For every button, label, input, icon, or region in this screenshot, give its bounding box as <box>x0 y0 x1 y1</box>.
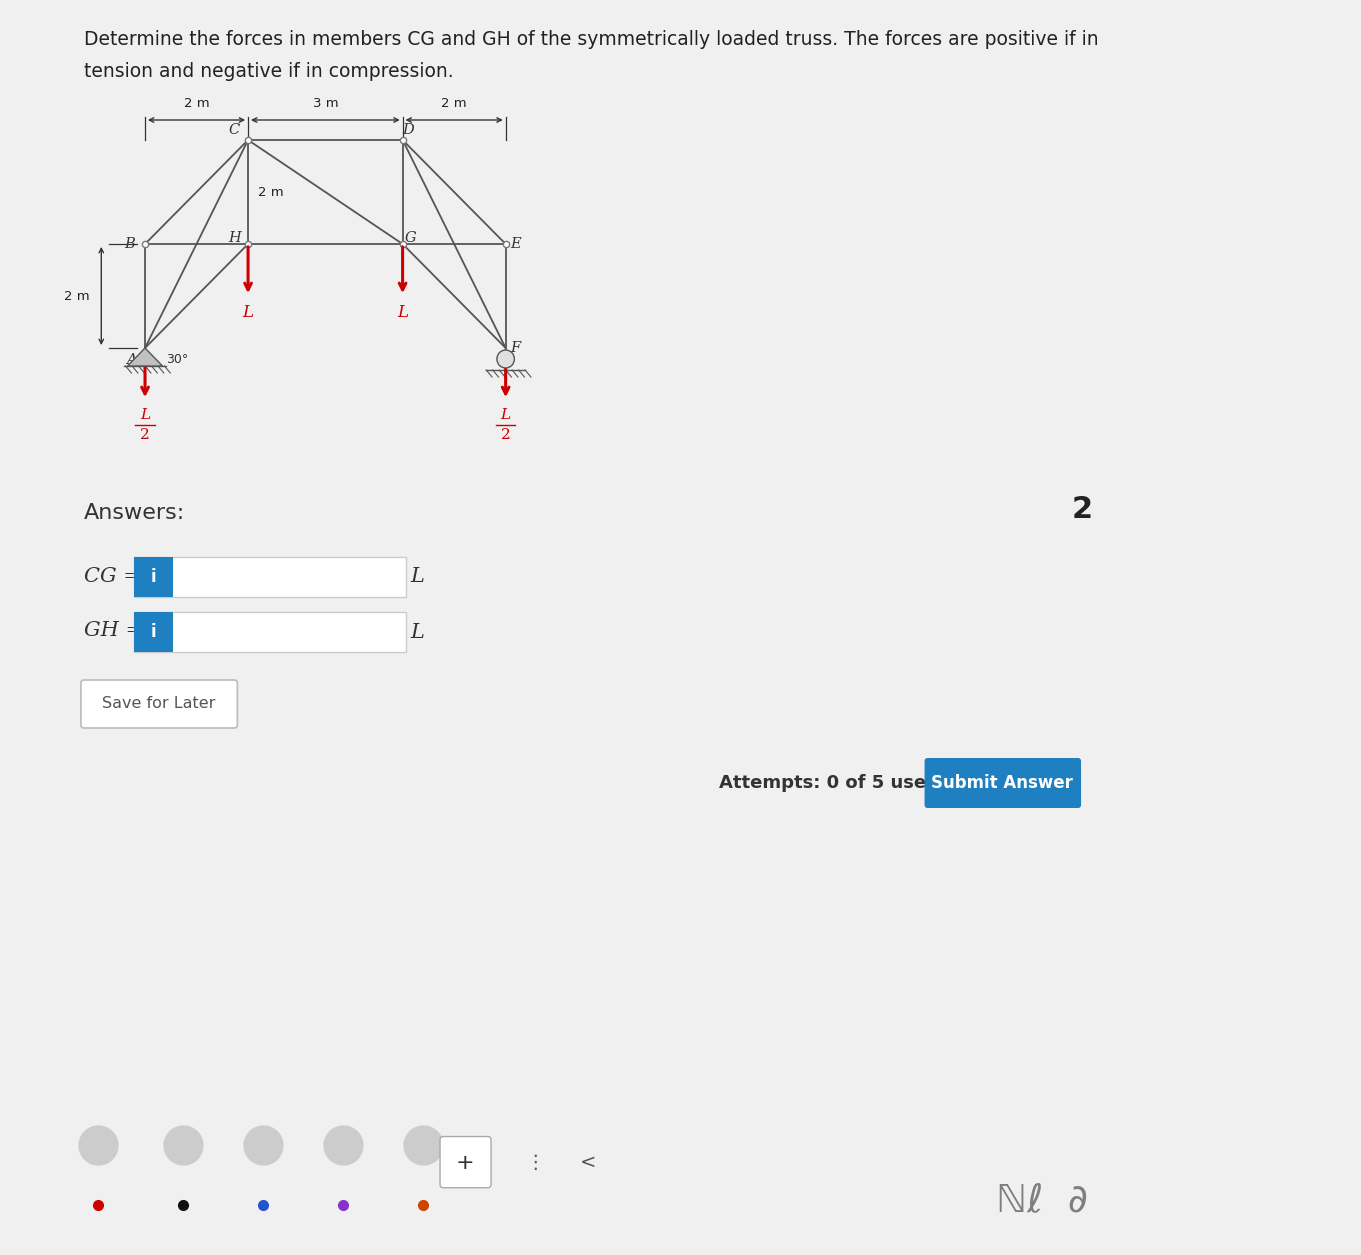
Text: L: L <box>411 567 425 586</box>
Text: 2 m: 2 m <box>441 97 467 110</box>
Text: L: L <box>397 304 408 321</box>
Text: G: G <box>404 231 416 245</box>
Text: 2 m: 2 m <box>184 97 210 110</box>
Circle shape <box>497 350 514 368</box>
Text: GH =: GH = <box>84 621 143 640</box>
Text: ℕℓ  ∂: ℕℓ ∂ <box>996 1181 1087 1219</box>
Text: Answers:: Answers: <box>84 503 185 523</box>
Text: 2: 2 <box>501 428 510 442</box>
Text: <: < <box>580 1153 596 1172</box>
FancyBboxPatch shape <box>135 612 173 653</box>
Text: H: H <box>229 231 241 245</box>
Text: L: L <box>242 304 253 321</box>
Text: E: E <box>510 237 521 251</box>
Text: 2 m: 2 m <box>257 186 283 198</box>
FancyBboxPatch shape <box>924 758 1081 808</box>
Text: D: D <box>403 123 414 137</box>
FancyBboxPatch shape <box>135 557 173 597</box>
Text: 30°: 30° <box>166 353 189 366</box>
FancyBboxPatch shape <box>135 557 407 597</box>
Text: Save for Later: Save for Later <box>102 697 215 712</box>
Text: 3 m: 3 m <box>313 97 338 110</box>
Text: Submit Answer: Submit Answer <box>931 774 1074 792</box>
Text: F: F <box>510 341 520 355</box>
Text: tension and negative if in compression.: tension and negative if in compression. <box>84 61 453 82</box>
Text: Attempts: 0 of 5 used: Attempts: 0 of 5 used <box>719 774 938 792</box>
Text: ⋮: ⋮ <box>525 1153 544 1172</box>
Text: CG =: CG = <box>84 566 140 586</box>
Text: 2 m: 2 m <box>64 290 90 302</box>
Text: 2: 2 <box>140 428 150 442</box>
Polygon shape <box>128 348 162 366</box>
Text: L: L <box>140 408 150 422</box>
Text: B: B <box>124 237 135 251</box>
Text: i: i <box>151 569 157 586</box>
Text: Determine the forces in members CG and GH of the symmetrically loaded truss. The: Determine the forces in members CG and G… <box>84 30 1098 49</box>
Text: A: A <box>127 353 136 366</box>
Text: C: C <box>229 123 240 137</box>
FancyBboxPatch shape <box>80 680 237 728</box>
FancyBboxPatch shape <box>135 612 407 653</box>
FancyBboxPatch shape <box>440 1137 491 1187</box>
Text: 2: 2 <box>1071 496 1093 525</box>
Text: i: i <box>151 622 157 641</box>
Text: L: L <box>501 408 510 422</box>
Text: L: L <box>411 622 425 641</box>
Text: +: + <box>456 1152 475 1172</box>
